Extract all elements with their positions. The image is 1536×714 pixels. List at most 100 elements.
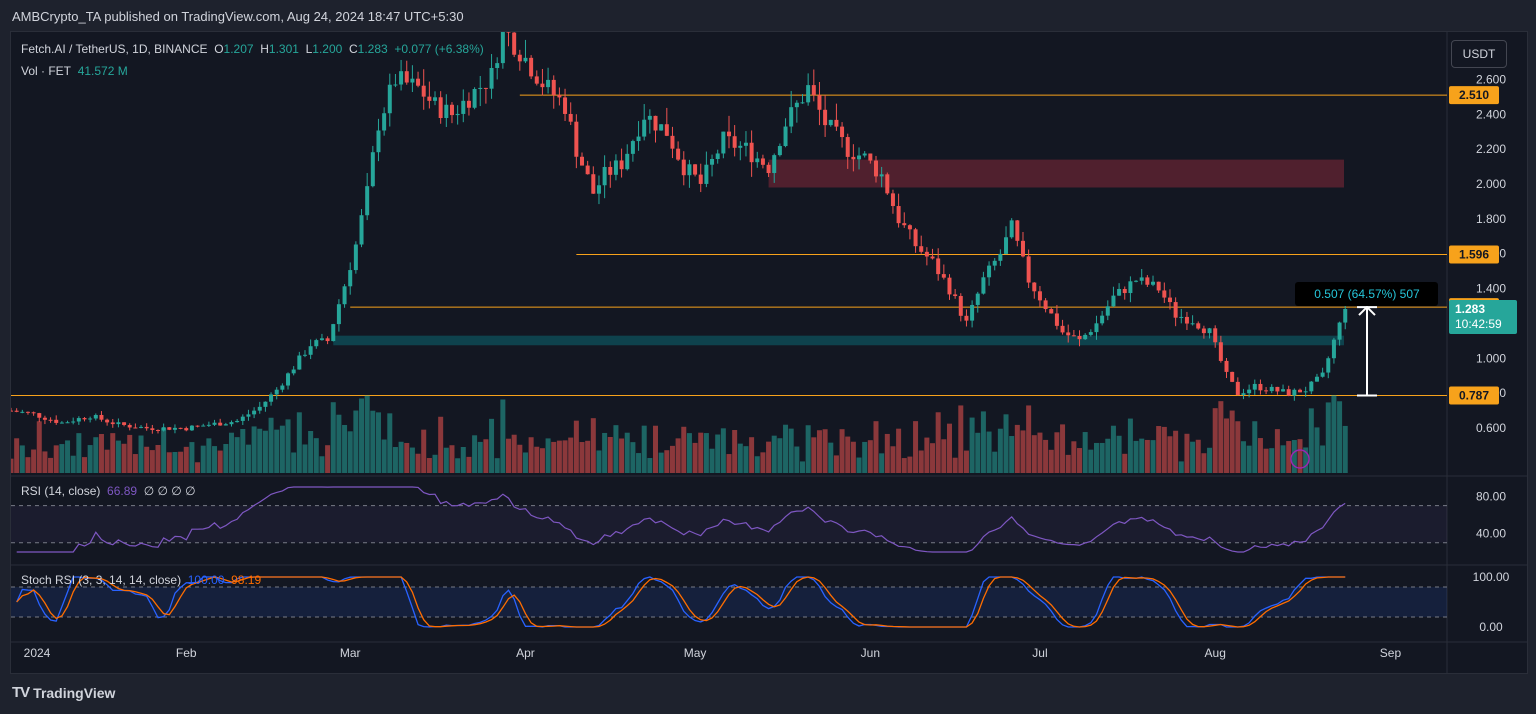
tradingview-footer[interactable]: TV TradingView	[12, 684, 115, 701]
chart-frame[interactable]: 2.6002.4002.2002.0001.8001.6001.4001.200…	[10, 31, 1528, 674]
candle-body	[336, 304, 341, 325]
candle-body	[1020, 240, 1025, 257]
candle-body	[178, 427, 183, 429]
volume-bar	[958, 405, 964, 473]
candle-body	[1094, 323, 1099, 333]
candle-body	[382, 113, 387, 131]
measure-label: 0.507 (64.57%) 507	[1314, 287, 1420, 301]
volume-bar	[375, 412, 381, 473]
symbol-name[interactable]: Fetch.AI / TetherUS, 1D, BINANCE	[21, 42, 208, 56]
y-tick-label: 0.600	[1476, 421, 1506, 435]
volume-bar	[511, 434, 517, 473]
candle-body	[189, 425, 194, 431]
stoch-label[interactable]: Stoch RSI (3, 3, 14, 14, close)	[21, 573, 182, 587]
candle-body	[546, 79, 551, 88]
candle-body	[263, 401, 268, 407]
candle-body	[1247, 389, 1252, 394]
candle-body	[1066, 332, 1071, 336]
volume-bar	[115, 440, 121, 473]
y-tick-label: 2.000	[1476, 177, 1506, 191]
volume-bar	[93, 437, 99, 473]
volume-bar	[1280, 445, 1286, 473]
candle-body	[512, 32, 517, 55]
volume-bar	[986, 431, 992, 473]
candle-body	[500, 32, 505, 64]
volume-bar	[36, 421, 42, 473]
volume-bar	[1093, 442, 1099, 473]
candle-body	[308, 346, 313, 355]
volume-bar	[709, 448, 715, 473]
candle-body	[331, 324, 336, 342]
volume-bar	[1286, 441, 1292, 473]
candle-body	[348, 270, 353, 287]
chart-canvas[interactable]: 2.6002.4002.2002.0001.8001.6001.4001.200…	[11, 32, 1527, 673]
candle-body	[557, 95, 562, 98]
volume-value: 41.572 M	[77, 64, 128, 78]
candle-body	[404, 71, 409, 83]
rsi-label[interactable]: RSI (14, close)	[21, 484, 101, 498]
currency-button[interactable]: USDT	[1451, 40, 1507, 68]
measure-arrowhead	[1358, 305, 1376, 316]
y-tick-label: 2.600	[1476, 72, 1506, 86]
stoch-legend: Stoch RSI (3, 3, 14, 14, close) 100.00 9…	[21, 573, 261, 587]
candle-body	[1331, 339, 1336, 359]
candle-body	[964, 315, 969, 321]
candle-body	[257, 406, 262, 411]
candle-body	[376, 130, 381, 153]
candle-body	[772, 155, 777, 174]
volume-bar	[59, 444, 65, 473]
candle-body	[1286, 389, 1291, 396]
candle-body	[608, 166, 613, 175]
volume-bar	[42, 451, 48, 473]
candle-body	[1049, 309, 1054, 314]
candle-body	[777, 146, 782, 156]
current-price-tag	[1449, 300, 1517, 334]
candle-body	[139, 426, 144, 428]
candle-body	[76, 418, 81, 422]
candle-body	[472, 88, 477, 108]
candle-body	[924, 251, 929, 257]
low-label: L	[305, 42, 313, 56]
candle-body	[410, 78, 415, 83]
candle-body	[981, 277, 986, 294]
candle-body	[212, 422, 217, 425]
tradingview-brand: TradingView	[33, 684, 116, 701]
volume-bar	[466, 456, 472, 473]
candle-body	[65, 422, 70, 424]
candle-body	[1224, 360, 1229, 372]
volume-bar	[500, 399, 506, 473]
volume-bar	[404, 442, 410, 473]
volume-bar	[907, 456, 913, 473]
candle-body	[647, 115, 652, 120]
candle-body	[580, 156, 585, 166]
candle-body	[845, 137, 850, 157]
volume-bar	[132, 454, 138, 473]
candle-body	[1213, 328, 1218, 343]
volume-bar	[766, 441, 772, 473]
volume-bar	[1184, 433, 1190, 473]
volume-bar	[319, 456, 325, 473]
rsi-extra-values: ∅ ∅ ∅ ∅	[143, 484, 196, 498]
volume-bar	[1144, 439, 1150, 473]
volume-bar	[223, 443, 229, 473]
volume-bar	[149, 450, 155, 473]
candle-body	[975, 293, 980, 305]
volume-bar	[449, 445, 455, 473]
volume-bar	[1161, 426, 1167, 473]
volume-bar	[381, 439, 387, 473]
volume-bar	[494, 458, 500, 473]
candle-body	[365, 186, 370, 216]
volume-bar	[952, 457, 958, 473]
candle-body	[1326, 358, 1331, 373]
open-value: 1.207	[223, 42, 254, 56]
candle-body	[902, 223, 907, 226]
volume-label[interactable]: Vol · FET	[21, 64, 72, 78]
candle-body	[1292, 389, 1297, 396]
candle-body	[992, 260, 997, 266]
candle-body	[1117, 288, 1122, 296]
candle-body	[1015, 220, 1020, 241]
candle-body	[1100, 315, 1105, 324]
candle-body	[828, 119, 833, 126]
volume-bar	[1263, 448, 1269, 473]
candle-body	[1111, 295, 1116, 307]
